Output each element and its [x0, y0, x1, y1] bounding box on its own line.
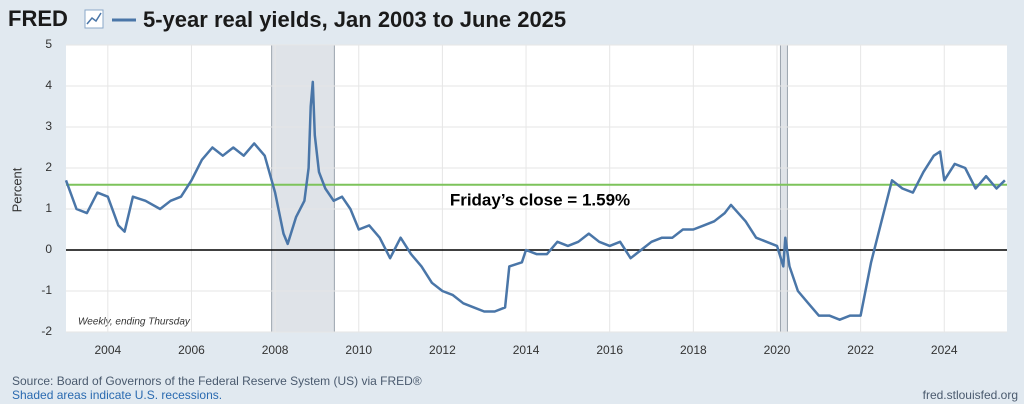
y-tick-label: 0 — [45, 242, 52, 256]
x-tick-label: 2014 — [513, 343, 540, 357]
chart-title: 5-year real yields, Jan 2003 to June 202… — [143, 7, 566, 32]
recession-note[interactable]: Shaded areas indicate U.S. recessions. — [12, 388, 222, 402]
y-tick-label: 3 — [45, 119, 52, 133]
y-axis-label: Percent — [9, 167, 24, 212]
y-tick-label: 1 — [45, 201, 52, 215]
x-tick-label: 2022 — [847, 343, 874, 357]
x-tick-label: 2010 — [345, 343, 372, 357]
x-tick-label: 2016 — [596, 343, 623, 357]
y-tick-label: -1 — [41, 283, 52, 297]
logo-icon-line — [86, 12, 102, 25]
x-tick-label: 2008 — [262, 343, 289, 357]
x-tick-label: 2018 — [680, 343, 707, 357]
y-tick-label: 4 — [45, 78, 52, 92]
x-tick-label: 2012 — [429, 343, 456, 357]
site[interactable]: fred.stlouisfed.org — [923, 388, 1018, 402]
annotation: Friday’s close = 1.59% — [450, 190, 630, 209]
y-tick-label: -2 — [41, 324, 52, 338]
x-tick-label: 2020 — [764, 343, 791, 357]
x-tick-label: 2004 — [94, 343, 121, 357]
source: Source: Board of Governors of the Federa… — [12, 374, 422, 388]
logo: FRED — [8, 6, 68, 31]
x-tick-label: 2006 — [178, 343, 205, 357]
note: Weekly, ending Thursday — [78, 317, 191, 328]
y-tick-label: 2 — [45, 160, 52, 174]
plot-area — [66, 45, 1007, 332]
series-line — [64, 80, 1006, 321]
recession-shade — [779, 44, 788, 333]
x-tick-label: 2024 — [931, 343, 958, 357]
recession-shade — [271, 44, 335, 333]
y-tick-label: 5 — [45, 37, 52, 51]
